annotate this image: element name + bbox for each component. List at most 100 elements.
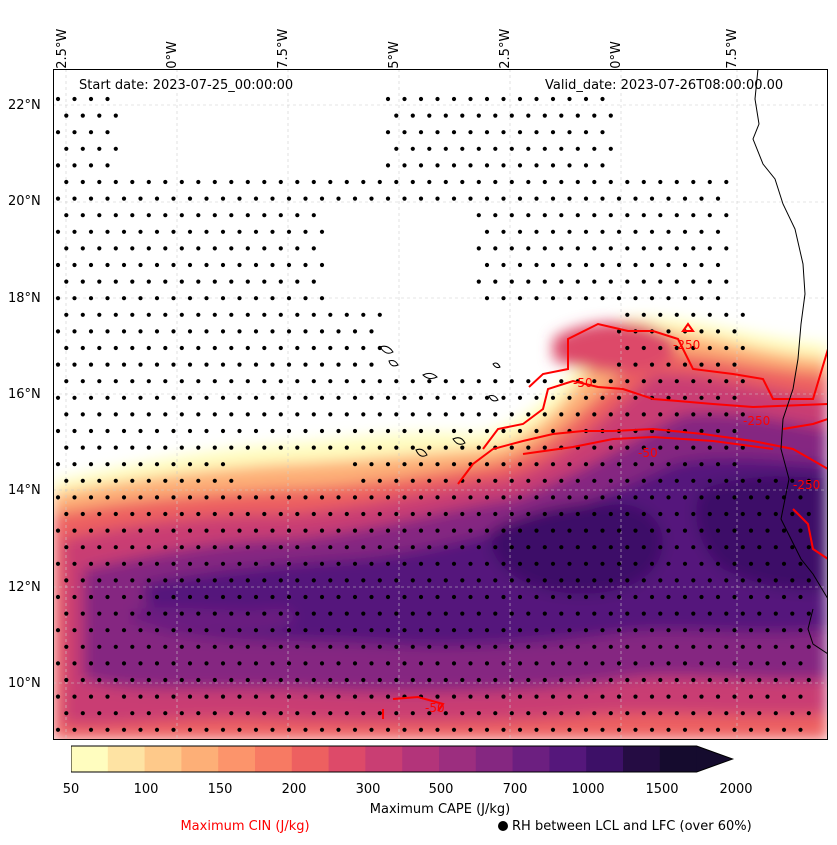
rh-dot [344, 511, 349, 517]
rh-dot [641, 379, 646, 384]
rh-dot [600, 561, 605, 566]
rh-dot [72, 163, 77, 168]
rh-dot [253, 727, 259, 732]
rh-dot [658, 711, 663, 716]
rh-dot [88, 296, 94, 301]
rh-dot [625, 345, 630, 351]
rh-dot [55, 96, 61, 102]
rh-dot [138, 628, 143, 633]
lat-label: 22°N [8, 98, 41, 113]
rh-dot [402, 628, 407, 633]
rh-dot [674, 545, 679, 550]
rh-dot [451, 163, 457, 168]
rh-dot [765, 561, 770, 566]
rh-dot [517, 495, 523, 500]
rh-dot [64, 445, 69, 450]
rh-dot [369, 694, 374, 699]
rh-dot [715, 329, 721, 334]
rh-dot [575, 478, 580, 483]
rh-dot [443, 545, 448, 550]
rh-dot [179, 412, 184, 417]
rh-dot [493, 146, 498, 151]
rh-dot [583, 495, 589, 500]
rh-dot [418, 428, 424, 434]
rh-dot [361, 345, 366, 351]
rh-dot [649, 528, 655, 533]
rh-dot [501, 229, 506, 234]
rh-dot [187, 594, 193, 600]
rh-dot [517, 661, 523, 666]
rh-dot [361, 379, 366, 384]
rh-dot [534, 661, 539, 666]
rh-dot [649, 362, 655, 367]
cin-contour-label: -50 [638, 446, 658, 460]
rh-dot [303, 727, 308, 732]
rh-dot [113, 511, 118, 517]
rh-dot [550, 694, 556, 699]
rh-dot [220, 495, 226, 500]
rh-dot [88, 561, 94, 566]
rh-dot [625, 578, 630, 583]
rh-dot [526, 478, 531, 483]
rh-dot [344, 179, 349, 185]
rh-dot [88, 462, 94, 467]
rh-dot [707, 179, 712, 185]
rh-dot [80, 213, 85, 218]
rh-dot [385, 428, 391, 434]
rh-dot [691, 213, 696, 218]
rh-dot [641, 677, 646, 683]
lat-label: 12°N [8, 580, 41, 595]
rh-dot [559, 246, 564, 251]
rh-dot [658, 511, 663, 517]
rh-dot [633, 694, 638, 699]
rh-dot [781, 528, 787, 533]
rh-dot [600, 262, 605, 268]
rh-dot [394, 511, 399, 517]
rh-dot [592, 578, 597, 583]
rh-dot [732, 694, 737, 699]
rh-dot [649, 296, 655, 301]
rh-dot [245, 545, 250, 550]
rh-dot [484, 262, 490, 268]
valid-date-label: Valid_date: 2023-07-26T08:00:00.00 [545, 78, 784, 93]
cin-legend-label: Maximum CIN (J/kg) [180, 819, 310, 834]
rh-dot [80, 578, 85, 583]
rh-dot [138, 329, 143, 334]
rh-dot [80, 644, 85, 649]
rh-dot [435, 594, 440, 600]
rh-dot [402, 594, 407, 600]
rh-dot [501, 428, 506, 434]
rh-dot [220, 229, 226, 234]
rh-dot [592, 412, 597, 417]
rh-dot [171, 262, 176, 268]
rh-dot [295, 213, 300, 218]
rh-dot [567, 528, 572, 533]
rh-dot [781, 727, 787, 732]
rh-dot [336, 329, 341, 334]
rh-dot [493, 545, 498, 550]
rh-dot [757, 511, 762, 517]
rh-dot [509, 545, 514, 550]
rh-dot [509, 711, 514, 716]
rh-dot [55, 229, 61, 234]
rh-dot [344, 445, 349, 450]
rh-dot [88, 661, 94, 666]
rh-dot [245, 412, 250, 417]
rh-dot [286, 362, 292, 367]
rh-dot [765, 628, 770, 633]
rh-dot [229, 345, 234, 351]
rh-dot [369, 528, 374, 533]
rh-dot [146, 677, 151, 683]
colorbar-swatch [107, 746, 146, 772]
rh-dot [262, 511, 267, 517]
rh-dot [542, 445, 547, 450]
rh-dot [451, 628, 457, 633]
rh-dot [361, 578, 366, 583]
rh-dot [253, 329, 259, 334]
rh-dot [163, 578, 168, 583]
rh-dot [97, 511, 102, 517]
rh-dot [649, 196, 655, 201]
rh-dot [270, 495, 275, 500]
rh-dot [270, 296, 275, 301]
rh-dot [616, 329, 622, 334]
